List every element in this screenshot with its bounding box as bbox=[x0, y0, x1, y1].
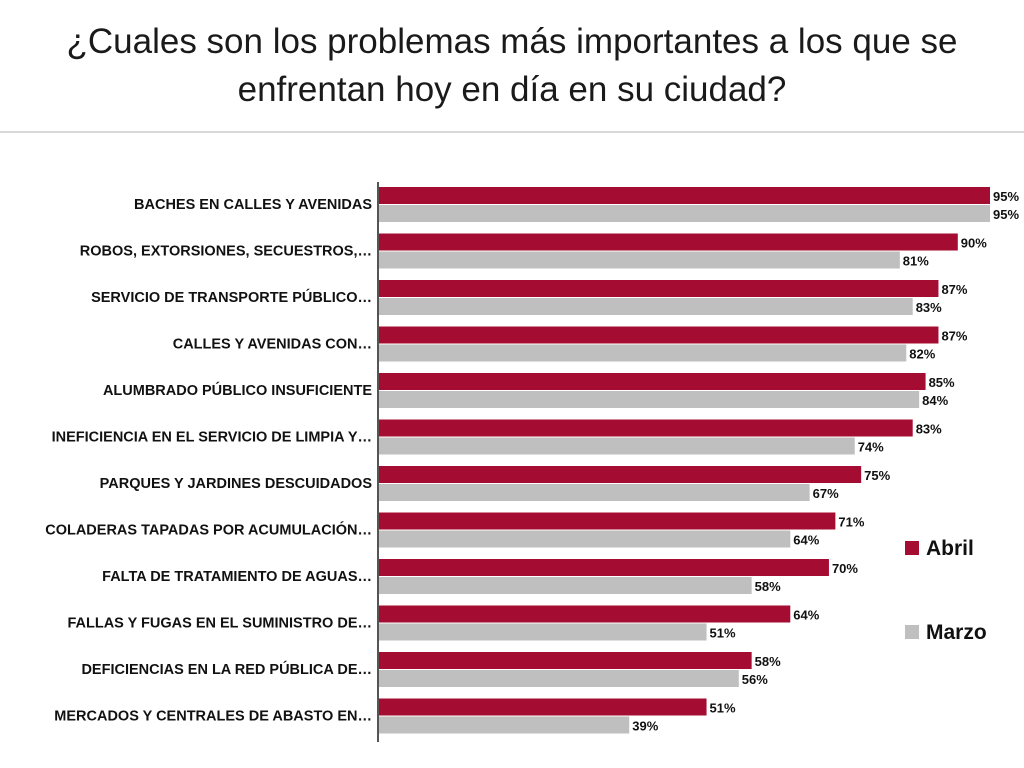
bar-marzo bbox=[378, 577, 752, 594]
category-label: ALUMBRADO PÚBLICO INSUFICIENTE bbox=[103, 381, 372, 399]
bar-abril bbox=[378, 512, 836, 530]
bar-marzo bbox=[378, 530, 791, 548]
category-label: PARQUES Y JARDINES DESCUIDADOS bbox=[100, 476, 373, 492]
bar-marzo bbox=[378, 437, 855, 455]
category-label: MERCADOS Y CENTRALES DE ABASTO EN… bbox=[54, 709, 372, 725]
category-label: ROBOS, EXTORSIONES, SECUESTROS,… bbox=[80, 244, 372, 260]
value-label-abril: 83% bbox=[916, 422, 942, 437]
category-label: DEFICIENCIAS EN LA RED PÚBLICA DE… bbox=[81, 660, 372, 678]
value-label-marzo: 81% bbox=[903, 254, 929, 269]
value-label-marzo: 74% bbox=[858, 440, 884, 455]
title-divider bbox=[0, 131, 1024, 133]
category-label: FALLAS Y FUGAS EN EL SUMINISTRO DE… bbox=[67, 616, 372, 632]
value-label-abril: 71% bbox=[838, 515, 864, 530]
value-label-abril: 70% bbox=[832, 561, 858, 576]
value-label-marzo: 51% bbox=[710, 626, 736, 641]
legend-label-marzo: Marzo bbox=[926, 621, 987, 644]
value-label-marzo: 84% bbox=[922, 393, 948, 408]
bar-abril bbox=[378, 466, 862, 483]
value-label-marzo: 67% bbox=[813, 486, 839, 501]
value-label-marzo: 95% bbox=[993, 207, 1019, 222]
bar-marzo bbox=[378, 623, 707, 641]
category-label: FALTA DE TRATAMIENTO DE AGUAS… bbox=[102, 569, 372, 585]
value-label-abril: 87% bbox=[941, 282, 967, 297]
category-label: BACHES EN CALLES Y AVENIDAS bbox=[134, 197, 372, 213]
legend-swatch-abril bbox=[905, 541, 919, 555]
value-label-marzo: 64% bbox=[793, 533, 819, 548]
value-labels: 95% 95% 90% 81% 87% 83% 87% 82% 85% 84% 83% 74% 75% 6… bbox=[632, 189, 1019, 734]
value-label-abril: 51% bbox=[710, 701, 736, 716]
bars bbox=[378, 187, 990, 734]
value-label-marzo: 83% bbox=[916, 300, 942, 315]
category-label: COLADERAS TAPADAS POR ACUMULACIÓN… bbox=[45, 521, 372, 539]
chart-title: ¿Cuales son los problemas más importante… bbox=[66, 22, 958, 109]
bar-marzo bbox=[378, 251, 900, 269]
category-label: CALLES Y AVENIDAS CON… bbox=[173, 337, 372, 353]
value-label-marzo: 56% bbox=[742, 672, 768, 687]
bar-marzo bbox=[378, 391, 920, 408]
category-labels: BACHES EN CALLES Y AVENIDAS ROBOS, EXTORS… bbox=[45, 197, 372, 725]
bar-abril bbox=[378, 419, 913, 437]
legend-swatch-marzo bbox=[905, 625, 919, 639]
bar-abril bbox=[378, 280, 939, 297]
bar-marzo bbox=[378, 344, 907, 362]
value-label-abril: 75% bbox=[864, 468, 890, 483]
bar-abril bbox=[378, 233, 958, 251]
bar-abril bbox=[378, 698, 707, 716]
bar-abril bbox=[378, 652, 752, 669]
value-label-abril: 58% bbox=[755, 654, 781, 669]
category-label: SERVICIO DE TRANSPORTE PÚBLICO… bbox=[91, 288, 372, 306]
bar-abril bbox=[378, 373, 926, 390]
value-label-abril: 87% bbox=[941, 329, 967, 344]
bar-marzo bbox=[378, 484, 810, 501]
value-label-abril: 64% bbox=[793, 608, 819, 623]
legend-label-abril: Abril bbox=[926, 537, 974, 560]
bar-abril bbox=[378, 559, 829, 576]
value-label-marzo: 58% bbox=[755, 579, 781, 594]
bar-abril bbox=[378, 326, 939, 344]
bar-abril bbox=[378, 605, 791, 623]
bar-marzo bbox=[378, 205, 990, 222]
value-label-marzo: 82% bbox=[909, 347, 935, 362]
bar-marzo bbox=[378, 716, 630, 734]
bar-abril bbox=[378, 187, 990, 204]
value-label-abril: 90% bbox=[961, 236, 987, 251]
category-label: INEFICIENCIA EN EL SERVICIO DE LIMPIA Y… bbox=[52, 430, 372, 446]
bar-marzo bbox=[378, 670, 739, 687]
value-label-marzo: 39% bbox=[632, 719, 658, 734]
bar-marzo bbox=[378, 298, 913, 315]
value-label-abril: 85% bbox=[929, 375, 955, 390]
legend: Abril Marzo bbox=[905, 537, 987, 644]
value-label-abril: 95% bbox=[993, 189, 1019, 204]
